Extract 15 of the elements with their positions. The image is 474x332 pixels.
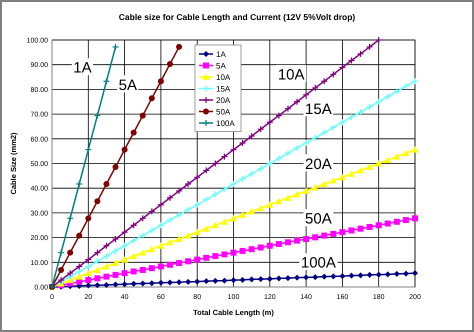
chart-title: Cable size for Cable Length and Current (12V 5%Volt drop) — [118, 12, 356, 22]
legend-label: 100A — [216, 119, 236, 128]
annotation: 100A — [300, 254, 336, 272]
legend-label: 50A — [216, 108, 231, 116]
annotation: 50A — [305, 210, 332, 228]
annotation: 10A — [278, 66, 305, 84]
annotation: 1A — [73, 60, 92, 77]
annotation: 15A — [305, 100, 332, 118]
legend-label: 5A — [216, 62, 226, 70]
legend-label: 10A — [216, 73, 231, 82]
annotation: 20A — [305, 156, 332, 173]
legend-label: 20A — [216, 96, 231, 105]
legend-label: 1A — [216, 50, 226, 59]
annotation: 5A — [118, 76, 138, 94]
legend-label: 15A — [216, 84, 231, 94]
